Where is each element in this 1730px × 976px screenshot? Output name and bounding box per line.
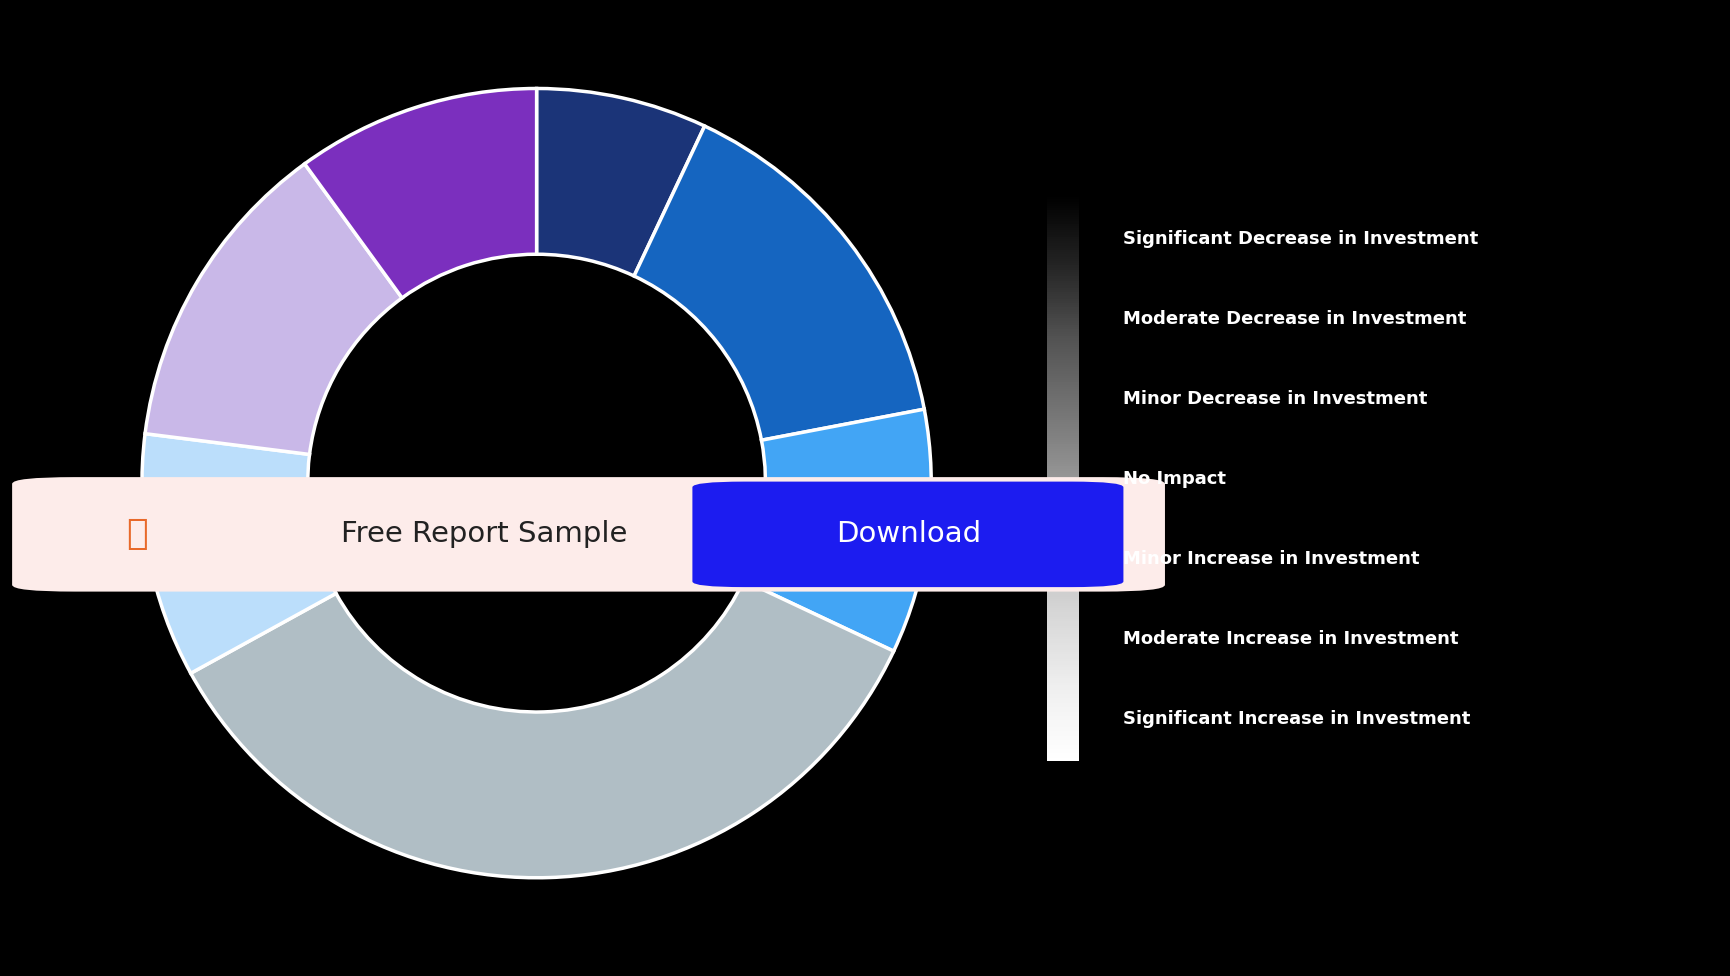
Wedge shape [536,89,704,276]
Text: 🔒: 🔒 [126,517,147,551]
Text: Significant Decrease in Investment: Significant Decrease in Investment [1123,230,1477,248]
Text: Free Report Sample: Free Report Sample [341,520,628,549]
Wedge shape [142,433,336,673]
Text: Moderate Increase in Investment: Moderate Increase in Investment [1123,630,1458,648]
Wedge shape [145,164,401,455]
FancyBboxPatch shape [12,477,1164,591]
Text: No Impact: No Impact [1123,470,1227,488]
FancyBboxPatch shape [692,481,1123,588]
Text: Moderate Decrease in Investment: Moderate Decrease in Investment [1123,310,1465,328]
Text: Download: Download [836,520,981,549]
Wedge shape [633,126,924,440]
Text: Significant Increase in Investment: Significant Increase in Investment [1123,711,1470,728]
Text: Minor Decrease in Investment: Minor Decrease in Investment [1123,390,1427,408]
Wedge shape [304,89,536,298]
Wedge shape [190,581,893,877]
Wedge shape [744,409,931,651]
Text: Minor Increase in Investment: Minor Increase in Investment [1123,550,1419,568]
